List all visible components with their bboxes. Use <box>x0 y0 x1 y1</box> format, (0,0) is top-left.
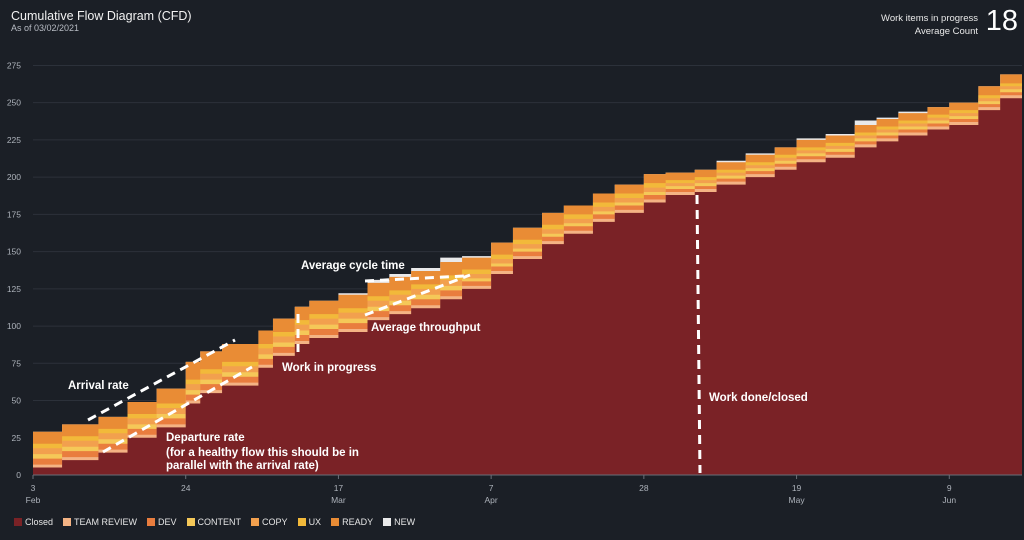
annotation-work-in-progress: Work in progress <box>282 362 376 374</box>
y-tick-label: 150 <box>7 247 21 257</box>
annotation-arrival-rate: Arrival rate <box>68 380 129 392</box>
y-tick-label: 275 <box>7 60 21 70</box>
x-tick-month: May <box>789 495 806 505</box>
legend-label: TEAM REVIEW <box>74 517 138 527</box>
chart-title: Cumulative Flow Diagram (CFD) <box>11 9 192 23</box>
legend-label: COPY <box>262 517 288 527</box>
annotation-departure-note-2: parallel with the arrival rate) <box>166 460 319 472</box>
y-tick-label: 250 <box>7 98 21 108</box>
legend-swatch <box>186 518 195 526</box>
y-tick-label: 0 <box>16 470 21 480</box>
annotation-average-cycle-time: Average cycle time <box>301 260 405 272</box>
cfd-chart: 0 25 50 75 100 125 150 175 200 225 250 275 3 Feb 24 17 M… <box>7 60 1022 505</box>
x-tick-label: 19 <box>792 483 802 493</box>
legend-label: READY <box>342 517 374 527</box>
throughput-line <box>364 273 471 317</box>
legend-swatch <box>14 518 22 526</box>
legend-label: Closed <box>25 517 54 527</box>
x-tick-label: 17 <box>334 483 344 493</box>
legend: Closed TEAM REVIEW DEV CONTENT COPY UX R… <box>14 517 415 527</box>
legend-item-ready[interactable]: READY <box>331 517 373 527</box>
kpi-label: Work items in progress <box>881 13 978 24</box>
y-tick-label: 25 <box>12 433 22 443</box>
x-tick-label: 3 <box>31 483 36 493</box>
legend-swatch <box>297 518 306 526</box>
legend-label: DEV <box>158 517 177 527</box>
legend-label: NEW <box>394 517 416 527</box>
legend-item-copy[interactable]: COPY <box>251 517 288 527</box>
legend-swatch <box>251 518 260 526</box>
y-tick-label: 175 <box>7 209 21 219</box>
legend-swatch <box>383 518 392 526</box>
legend-item-team-review[interactable]: TEAM REVIEW <box>63 517 137 527</box>
annotation-work-done: Work done/closed <box>709 392 808 404</box>
x-tick-label: 24 <box>181 483 191 493</box>
annotation-average-throughput: Average throughput <box>371 322 481 334</box>
x-tick-label: 28 <box>639 483 649 493</box>
y-tick-label: 100 <box>7 321 21 331</box>
kpi-value: 18 <box>985 5 1018 37</box>
y-tick-label: 225 <box>7 135 21 145</box>
annotation-departure-note-1: (for a healthy flow this should be in <box>166 447 359 459</box>
y-tick-label: 200 <box>7 172 21 182</box>
kpi-sublabel: Average Count <box>914 26 978 37</box>
y-tick-label: 125 <box>7 284 21 294</box>
legend-item-content[interactable]: CONTENT <box>186 517 242 527</box>
y-tick-label: 50 <box>12 396 22 406</box>
y-tick-label: 75 <box>12 358 22 368</box>
x-tick-label: 9 <box>947 483 952 493</box>
annotation-departure-rate: Departure rate <box>166 432 245 444</box>
legend-label: CONTENT <box>197 517 242 527</box>
work-done-line <box>695 194 702 474</box>
cfd-band-closed <box>33 90 1022 475</box>
arrival-rate-line <box>87 338 236 422</box>
departure-rate-line <box>102 365 253 454</box>
legend-item-dev[interactable]: DEV <box>147 517 177 527</box>
legend-item-ux[interactable]: UX <box>297 517 322 527</box>
legend-item-new[interactable]: NEW <box>383 517 415 527</box>
kpi-labels: Work items in progress Average Count <box>881 12 978 38</box>
chart-subtitle: As of 03/02/2021 <box>11 23 80 33</box>
x-tick-month: Apr <box>485 495 498 505</box>
x-tick-month: Mar <box>331 495 346 505</box>
x-tick-month: Feb <box>26 495 41 505</box>
cycle-time-line <box>364 274 466 283</box>
x-tick-month: Jun <box>942 495 956 505</box>
legend-item-closed[interactable]: Closed <box>14 517 53 527</box>
x-tick-label: 7 <box>489 483 494 493</box>
legend-swatch <box>331 518 340 526</box>
legend-swatch <box>147 518 156 526</box>
legend-swatch <box>63 518 72 526</box>
legend-label: UX <box>308 517 322 527</box>
